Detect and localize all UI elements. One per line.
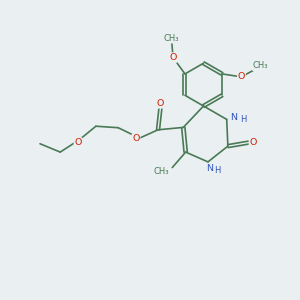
Text: O: O <box>238 72 245 81</box>
Text: O: O <box>132 134 140 143</box>
Text: H: H <box>240 115 246 124</box>
Text: O: O <box>157 99 164 108</box>
Text: O: O <box>74 138 82 147</box>
Text: CH₃: CH₃ <box>154 167 169 176</box>
Text: H: H <box>214 166 221 175</box>
Text: CH₃: CH₃ <box>253 61 268 70</box>
Text: O: O <box>249 138 257 147</box>
Text: N: N <box>206 164 213 173</box>
Text: O: O <box>169 53 177 62</box>
Text: N: N <box>230 113 237 122</box>
Text: CH₃: CH₃ <box>164 34 179 43</box>
